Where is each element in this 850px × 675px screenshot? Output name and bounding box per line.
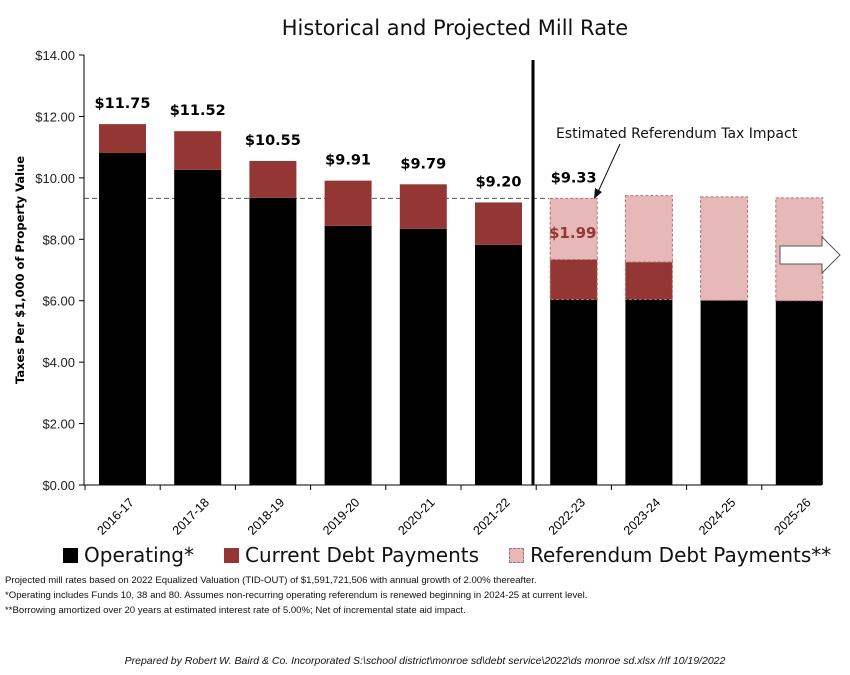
- total-label: $11.75: [95, 96, 151, 112]
- legend-swatch: [224, 547, 239, 563]
- bar-segment: [549, 197, 598, 261]
- legend-referendum-debt: Referendum Debt Payments**: [509, 543, 831, 567]
- arrow-icon: [594, 188, 602, 199]
- referendum-annotation: Estimated Referendum Tax Impact: [556, 126, 798, 142]
- bar-segment: [550, 299, 598, 485]
- bar-segment: [174, 131, 222, 170]
- chart-title: Historical and Projected Mill Rate: [282, 16, 628, 40]
- x-tick-label: 2021-22: [471, 495, 513, 537]
- mill-rate-chart: Historical and Projected Mill Rate Taxes …: [13, 16, 841, 538]
- bar-segment: [99, 152, 146, 485]
- x-tick-label: 2020-21: [395, 495, 437, 537]
- y-tick-label: $10.00: [35, 171, 75, 186]
- footnote: *Operating includes Funds 10, 38 and 80.…: [5, 590, 588, 601]
- legend: Operating* Current Debt Payments Referen…: [63, 543, 831, 567]
- legend-label: Referendum Debt Payments**: [530, 543, 832, 567]
- footnote: **Borrowing amortized over 20 years at e…: [5, 605, 466, 616]
- total-label: $9.79: [400, 156, 446, 172]
- annotation-arrow-line: [597, 143, 621, 193]
- x-tick-label: 2016-17: [95, 495, 137, 537]
- bar-segment: [324, 180, 372, 226]
- y-tick-label: $8.00: [42, 232, 75, 247]
- y-tick-label: $4.00: [42, 355, 75, 370]
- bar-segment: [324, 225, 372, 485]
- legend-operating: Operating*: [63, 543, 194, 567]
- legend-current-debt: Current Debt Payments: [224, 543, 479, 567]
- legend-label: Current Debt Payments: [245, 543, 480, 567]
- bar-segment: [775, 300, 823, 485]
- bar-segment: [700, 300, 748, 485]
- bar-segment: [174, 169, 222, 485]
- x-tick-label: 2018-19: [245, 495, 287, 537]
- total-label: $9.91: [325, 153, 371, 169]
- bar-segment: [399, 228, 447, 486]
- bar-segment: [475, 244, 522, 485]
- credit-line: Prepared by Robert W. Baird & Co. Incorp…: [124, 655, 726, 667]
- x-tick-label: 2024-25: [696, 495, 738, 537]
- y-tick-label: $0.00: [42, 478, 75, 493]
- bar-segment: [625, 299, 673, 485]
- footnote: Projected mill rates based on 2022 Equal…: [5, 575, 537, 586]
- y-axis-label: Taxes Per $1,000 of Property Value: [13, 156, 27, 384]
- y-tick-label: $2.00: [42, 417, 75, 432]
- bar-segment: [549, 259, 598, 300]
- x-tick-label: 2025-26: [771, 495, 813, 537]
- y-tick-label: $12.00: [35, 109, 75, 124]
- x-tick-label: 2019-20: [320, 495, 362, 537]
- bar-segment: [700, 196, 749, 301]
- bar-segment: [624, 261, 673, 300]
- legend-label: Operating*: [84, 543, 194, 567]
- total-label: $11.52: [170, 103, 226, 119]
- x-tick-label: 2023-24: [621, 495, 663, 537]
- legend-swatch: [509, 547, 525, 563]
- continuation-arrow-icon: [779, 235, 841, 275]
- bar-segment: [99, 124, 146, 153]
- bar-segment: [249, 197, 297, 486]
- total-label: $10.55: [245, 133, 301, 149]
- bar-segment: [475, 202, 522, 245]
- x-tick-label: 2022-23: [546, 495, 588, 537]
- legend-swatch: [63, 547, 78, 563]
- y-tick-label: $14.00: [35, 48, 75, 63]
- bar-segment: [624, 195, 673, 263]
- bar-segment: [249, 160, 297, 198]
- x-tick-label: 2017-18: [170, 495, 212, 537]
- total-label: $9.20: [476, 174, 522, 190]
- total-label: $9.33: [551, 170, 597, 186]
- bar-segment: [399, 184, 447, 229]
- footnotes: Projected mill rates based on 2022 Equal…: [5, 573, 587, 618]
- y-tick-label: $6.00: [42, 294, 75, 309]
- referendum-value-label: $1.99: [549, 224, 596, 242]
